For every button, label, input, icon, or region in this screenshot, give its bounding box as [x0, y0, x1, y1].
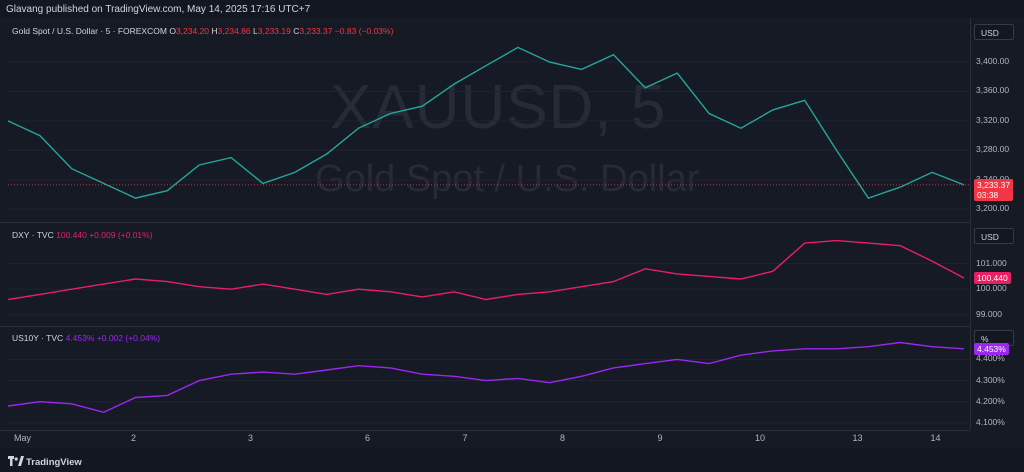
dxy-last-value: 100.440	[977, 272, 1008, 283]
dxy-legend-title: DXY · TVC	[12, 230, 54, 240]
us10y-legend-title: US10Y · TVC	[12, 333, 64, 343]
dxy-unit-button[interactable]: USD	[974, 228, 1014, 244]
us10y-y-tick-label: 4.300%	[976, 374, 1005, 385]
gold-bar-countdown: 03:38	[977, 189, 999, 200]
gold-legend-title: Gold Spot / U.S. Dollar · 5 · FOREXCOM	[12, 26, 167, 36]
gold-legend-high: 3,234.86	[217, 26, 251, 36]
us10y-legend-change: +0.002 (+0.04%)	[96, 333, 161, 343]
dxy-y-tick-label: 99.000	[976, 308, 1002, 319]
pane-divider-2[interactable]	[0, 326, 970, 327]
gold-y-tick-label: 3,200.00	[976, 203, 1010, 214]
us10y-legend-value: 4.453%	[65, 333, 95, 343]
x-axis-label: 7	[462, 433, 468, 443]
publisher-bar: Glavang published on TradingView.com, Ma…	[0, 0, 1024, 20]
x-axis-label: 10	[755, 433, 766, 443]
us10y-last-value-tag: 4.453%	[974, 342, 1009, 355]
x-axis-label: 8	[560, 433, 566, 443]
dxy-last-value-tag: 100.440	[974, 271, 1011, 284]
gold-y-tick-label: 3,360.00	[976, 85, 1010, 96]
gold-legend-h-label: H	[211, 26, 218, 36]
gold-y-tick-label: 3,400.00	[976, 56, 1010, 67]
gold-legend-l-label: L	[253, 26, 258, 36]
us10y-last-value: 4.453%	[977, 343, 1006, 354]
dxy-legend: DXY · TVC 100.440 +0.009 (+0.01%)	[12, 230, 153, 240]
tradingview-logo-icon	[8, 456, 24, 466]
dxy-y-tick-label: 100.000	[976, 283, 1007, 294]
time-axis-divider	[0, 430, 970, 431]
x-axis-label: 6	[365, 433, 371, 443]
published-text: Glavang published on TradingView.com, Ma…	[6, 4, 311, 15]
gold-unit-button[interactable]: USD	[974, 24, 1014, 40]
pane-divider-1[interactable]	[0, 222, 970, 223]
x-axis-label: 3	[248, 433, 254, 443]
gold-y-tick-label: 3,280.00	[976, 144, 1010, 155]
gold-legend-c-label: C	[293, 26, 300, 36]
us10y-y-tick-label: 4.400%	[976, 353, 1005, 364]
gold-legend-open: 3,234.20	[175, 26, 210, 36]
chart-frame: XAUUSD, 5 Gold Spot / U.S. Dollar	[0, 18, 1024, 448]
gold-legend-low: 3,233.19	[257, 26, 291, 36]
x-axis-label: 2	[131, 433, 137, 443]
us10y-y-tick-label: 4.100%	[976, 416, 1005, 427]
x-axis-label: 14	[930, 433, 941, 443]
gold-legend-close: 3,233.37	[299, 26, 333, 36]
dxy-legend-change: +0.009 (+0.01%)	[89, 230, 153, 240]
dxy-y-tick-label: 101.000	[976, 257, 1007, 268]
us10y-legend: US10Y · TVC 4.453% +0.002 (+0.04%)	[12, 333, 160, 343]
footer-brand: TradingView	[26, 457, 82, 468]
watermark-symbol: XAUUSD, 5	[330, 73, 667, 142]
gold-last-value-tag: 3,233.37 03:38	[974, 178, 1014, 201]
price-scale-divider	[970, 18, 971, 430]
gold-legend: Gold Spot / U.S. Dollar · 5 · FOREXCOM O…	[12, 26, 393, 36]
dxy-legend-value: 100.440	[56, 230, 87, 240]
x-axis-label: 13	[852, 433, 863, 443]
gold-legend-change: −0.83 (−0.03%)	[334, 26, 394, 36]
us10y-y-tick-label: 4.200%	[976, 395, 1005, 406]
gold-legend-o-label: O	[169, 26, 176, 36]
footer-bar: TradingView	[0, 452, 1024, 472]
x-axis-label: 9	[657, 433, 663, 443]
gold-y-tick-label: 3,320.00	[976, 114, 1010, 125]
gold-last-value: 3,233.37	[977, 179, 1011, 190]
x-axis-label: May	[14, 433, 32, 443]
watermark-name: Gold Spot / U.S. Dollar	[315, 158, 700, 200]
gold-y-tick-label: 3,240.00	[976, 174, 1009, 184]
